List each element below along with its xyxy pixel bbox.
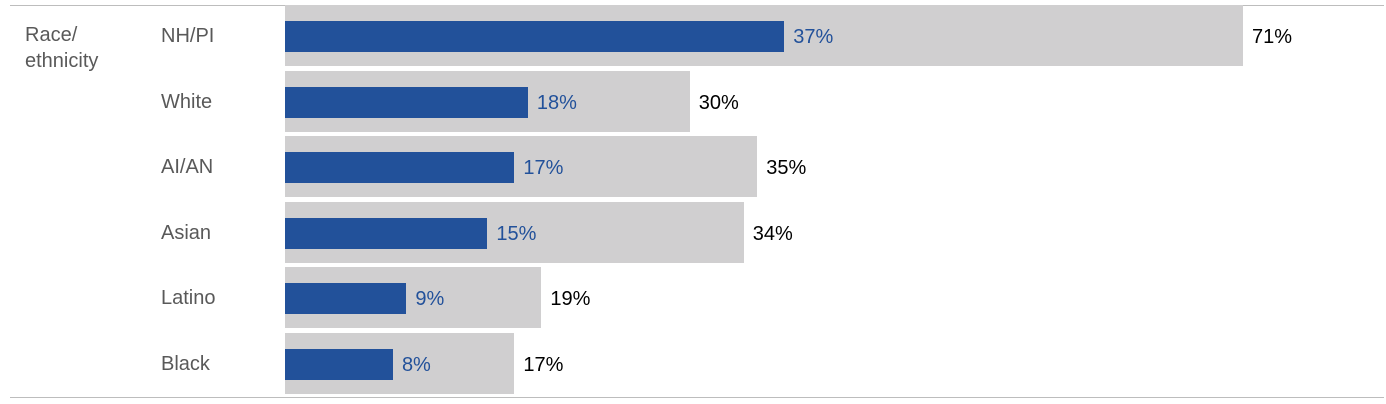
data-label-outer: 17% [523, 353, 564, 376]
data-label-inner: 15% [496, 222, 537, 245]
category-label: AI/AN [161, 156, 214, 178]
data-label-inner: 8% [401, 353, 431, 376]
bar-value [285, 21, 785, 52]
group-label: Race/ ethnicity [25, 24, 99, 72]
category-label: Black [161, 352, 210, 375]
bar-value [285, 348, 393, 380]
data-label-outer: 34% [752, 222, 793, 245]
data-label-inner: 37% [793, 26, 834, 48]
category-label: NH/PI [161, 25, 215, 47]
data-label-outer: 30% [698, 91, 739, 114]
data-label-outer: 19% [550, 288, 591, 310]
bar-value [285, 283, 407, 314]
data-label-outer: 71% [1252, 26, 1293, 48]
category-label: White [161, 90, 213, 113]
bar-value [285, 217, 488, 249]
data-label-outer: 35% [766, 157, 807, 179]
bottom-rule [10, 397, 1384, 398]
data-label-inner: 18% [536, 91, 577, 114]
category-label: Asian [161, 221, 212, 244]
data-label-inner: 9% [415, 288, 445, 310]
bar-value [285, 86, 528, 118]
category-label: Latino [161, 287, 216, 309]
bar-value [285, 152, 515, 183]
data-label-inner: 17% [523, 157, 564, 179]
